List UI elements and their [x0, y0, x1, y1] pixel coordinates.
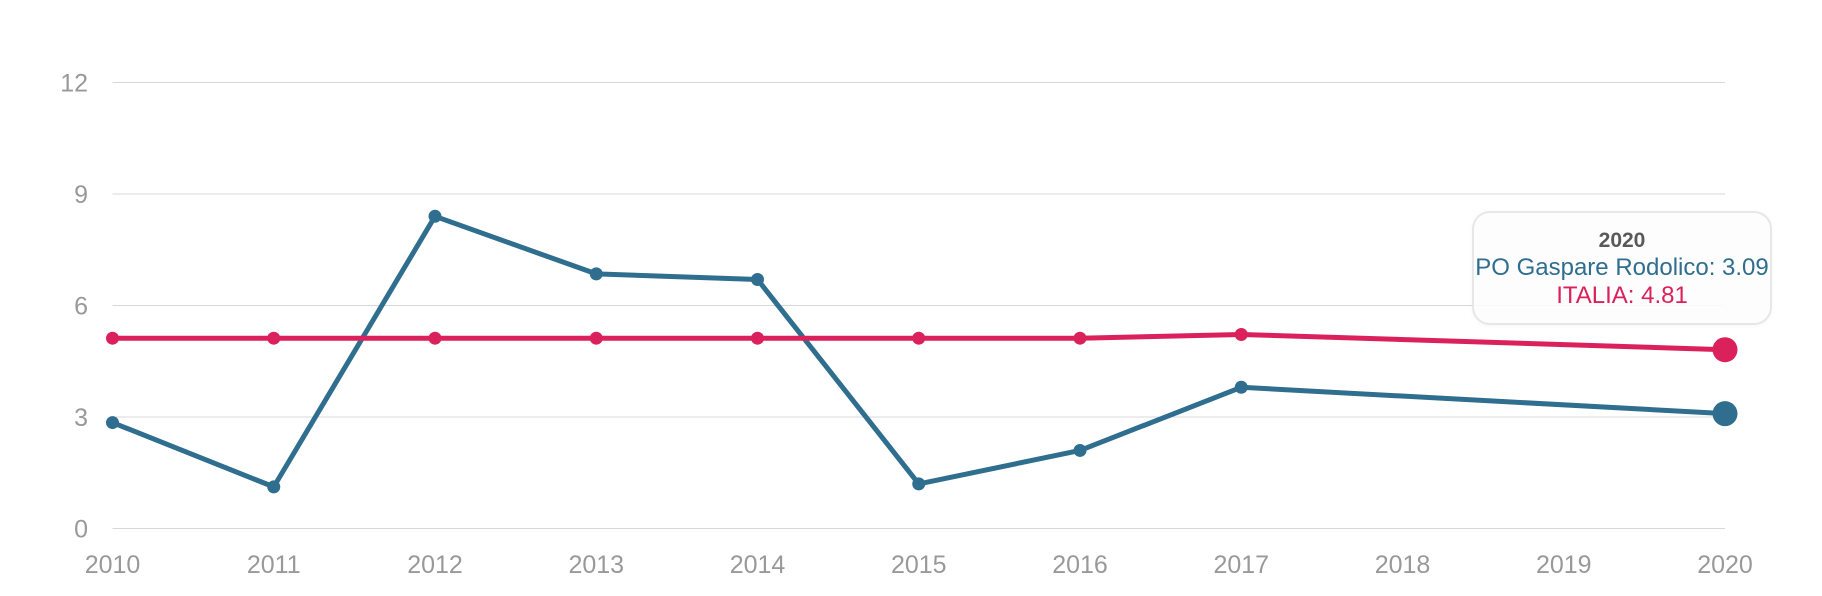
y-axis-label: 6 [74, 293, 88, 321]
data-point-po-gaspare-rodolico[interactable] [1073, 443, 1087, 457]
tooltip-year-title: 2020 [1598, 228, 1646, 252]
data-point-italia[interactable] [267, 331, 281, 345]
data-point-italia[interactable] [428, 331, 442, 345]
data-point-italia[interactable] [751, 331, 764, 345]
y-axis-label: 0 [74, 516, 88, 544]
data-point-hovered-po-gaspare-rodolico[interactable] [1712, 401, 1738, 427]
tooltip-row-po-gaspare-rodolico: PO Gaspare Rodolico: 3.09 [1475, 253, 1769, 281]
data-point-italia[interactable] [912, 331, 926, 345]
data-point-hovered-italia[interactable] [1712, 337, 1738, 363]
data-point-italia[interactable] [1234, 327, 1248, 341]
x-axis-label: 2010 [85, 551, 141, 579]
chart-tooltip: 2020 PO Gaspare Rodolico: 3.09 ITALIA: 4… [1472, 211, 1772, 325]
data-point-italia[interactable] [1073, 331, 1087, 345]
y-axis-label: 3 [74, 404, 88, 432]
x-axis-label: 2019 [1536, 551, 1592, 579]
y-axis-label: 9 [74, 181, 88, 209]
data-point-po-gaspare-rodolico[interactable] [912, 477, 926, 491]
x-axis-label: 2013 [568, 551, 624, 579]
x-axis-label: 2011 [247, 551, 301, 579]
x-axis-label: 2016 [1052, 551, 1108, 579]
x-axis-label: 2014 [730, 551, 786, 579]
tooltip-row-italia: ITALIA: 4.81 [1556, 281, 1688, 309]
data-point-italia[interactable] [106, 331, 119, 345]
data-point-italia[interactable] [589, 331, 603, 345]
data-point-po-gaspare-rodolico[interactable] [428, 209, 442, 223]
y-axis-label: 12 [60, 70, 88, 98]
data-point-po-gaspare-rodolico[interactable] [589, 267, 603, 281]
data-point-po-gaspare-rodolico[interactable] [267, 480, 281, 494]
x-axis-label: 2015 [891, 551, 947, 579]
data-point-po-gaspare-rodolico[interactable] [106, 416, 119, 430]
data-point-po-gaspare-rodolico[interactable] [1234, 380, 1248, 394]
x-axis-label: 2017 [1213, 551, 1269, 579]
x-axis-label: 2012 [407, 551, 463, 579]
data-point-po-gaspare-rodolico[interactable] [751, 272, 764, 286]
x-axis-label: 2018 [1375, 551, 1431, 579]
x-axis-label: 2020 [1697, 551, 1753, 579]
